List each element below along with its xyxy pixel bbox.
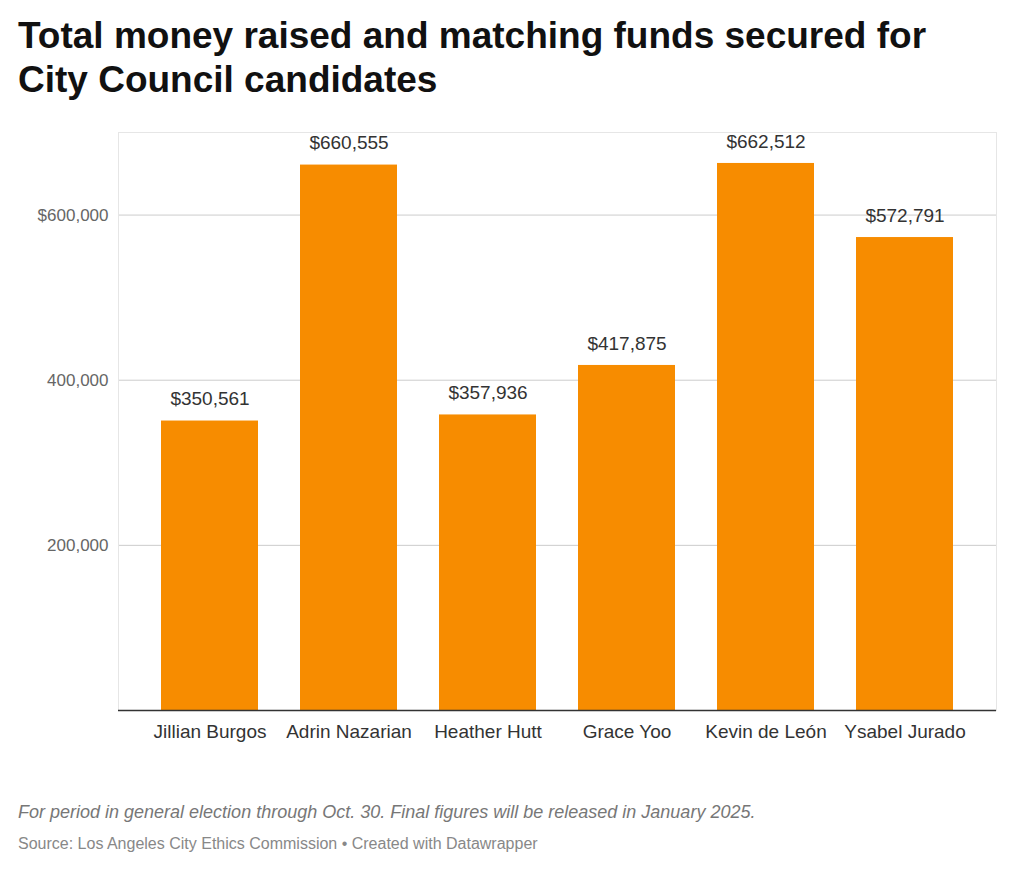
svg-text:Jillian Burgos: Jillian Burgos bbox=[154, 721, 267, 742]
html-text:Source: Los Angeles City Ethic: Source: Los Angeles City Ethics Commissi… bbox=[18, 835, 538, 852]
svg-text:Kevin de León: Kevin de León bbox=[705, 721, 827, 742]
svg-text:$417,875: $417,875 bbox=[587, 333, 666, 354]
svg-text:200,000: 200,000 bbox=[47, 536, 108, 555]
svg-text:$357,936: $357,936 bbox=[448, 382, 527, 403]
svg-text:Ysabel Jurado: Ysabel Jurado bbox=[844, 721, 965, 742]
svg-text:$350,561: $350,561 bbox=[170, 388, 249, 409]
svg-text:$660,555: $660,555 bbox=[309, 132, 388, 153]
svg-text:$572,791: $572,791 bbox=[865, 205, 944, 226]
html-text:Total money raised and matchin: Total money raised and matching funds se… bbox=[18, 15, 926, 100]
svg-text:$662,512: $662,512 bbox=[726, 131, 805, 152]
svg-text:Grace Yoo: Grace Yoo bbox=[583, 721, 672, 742]
svg-text:400,000: 400,000 bbox=[47, 371, 108, 390]
html-text:For period in general election: For period in general election through O… bbox=[18, 802, 756, 822]
svg-text:$600,000: $600,000 bbox=[38, 206, 109, 225]
svg-text:Heather Hutt: Heather Hutt bbox=[434, 721, 542, 742]
svg-text:Adrin Nazarian: Adrin Nazarian bbox=[286, 721, 412, 742]
